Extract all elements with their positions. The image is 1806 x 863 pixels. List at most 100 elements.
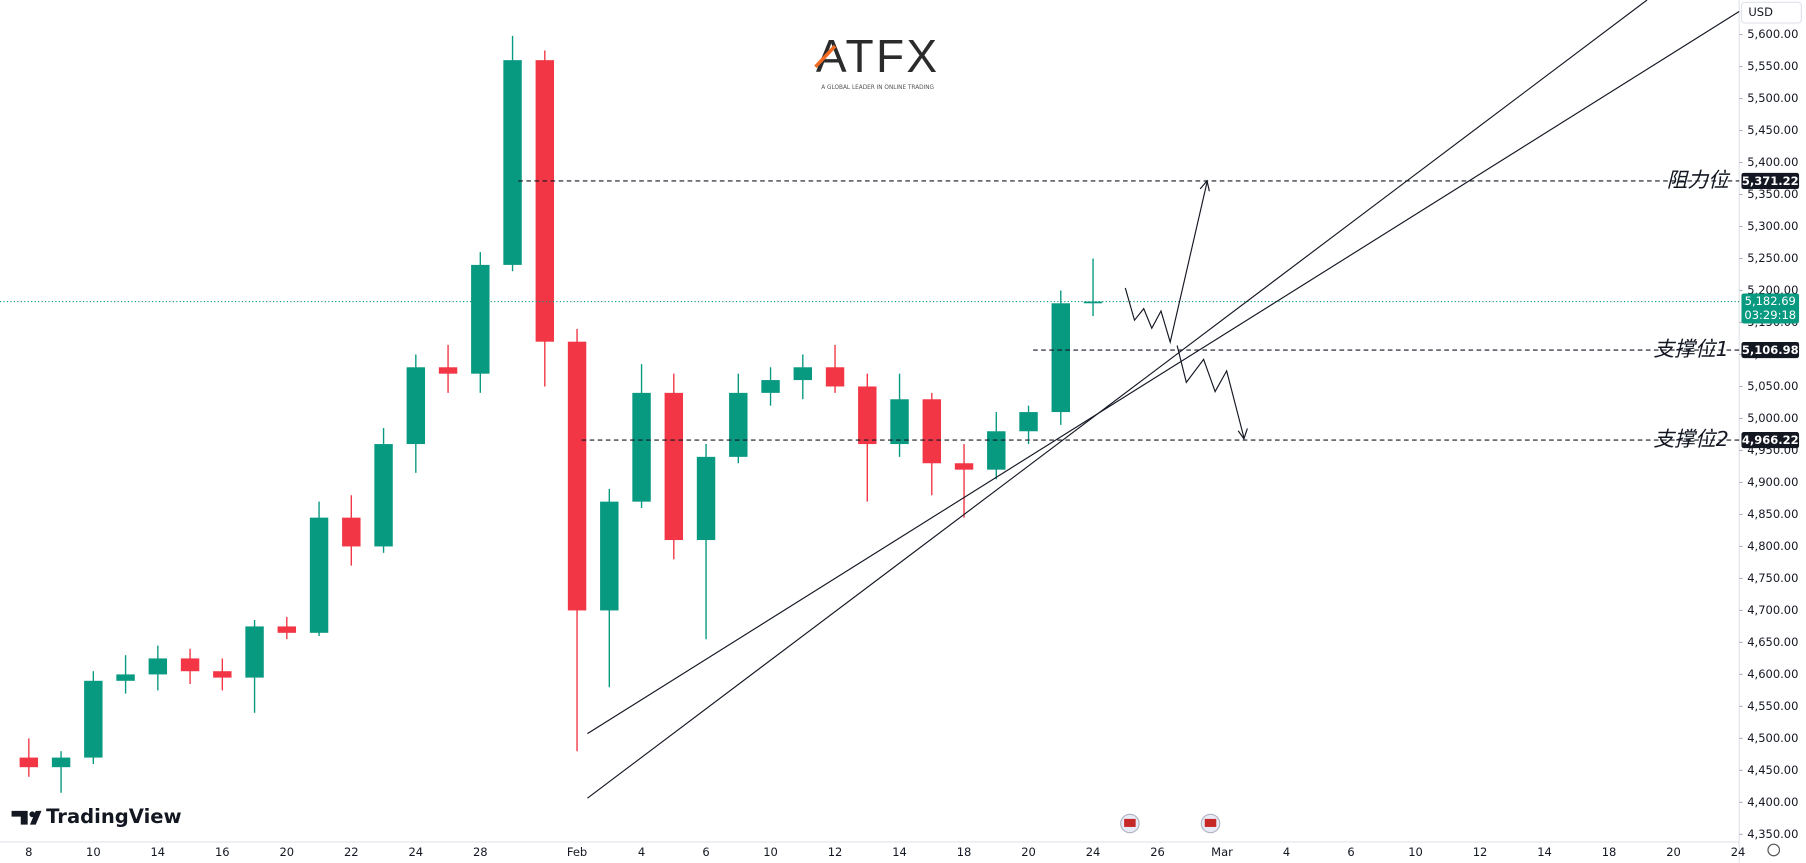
- candle-body: [1051, 303, 1071, 413]
- candle-body: [309, 517, 329, 633]
- currency-button[interactable]: [1740, 1, 1802, 24]
- candle-body: [406, 367, 426, 445]
- y-tick-label: 4,650.00: [1747, 635, 1798, 649]
- x-tick-label: Feb: [567, 845, 587, 859]
- candle-body: [664, 392, 684, 541]
- y-tick-label: 5,300.00: [1747, 219, 1798, 233]
- y-tick-label: 4,600.00: [1747, 667, 1798, 681]
- x-tick-label: 20: [1666, 845, 1681, 859]
- x-tick-label: 14: [1537, 845, 1552, 859]
- candle-body: [922, 399, 942, 464]
- event-flag: [1124, 818, 1136, 827]
- current-price-label: 5,182.69: [1745, 294, 1796, 308]
- x-tick-label: 22: [344, 845, 359, 859]
- x-tick-label: 26: [1150, 845, 1165, 859]
- x-tick-label: Mar: [1211, 845, 1233, 859]
- x-tick-label: 6: [702, 845, 709, 859]
- arrow-head: [1199, 179, 1210, 192]
- y-tick-label: 5,250.00: [1747, 251, 1798, 265]
- arrow-head: [1237, 428, 1248, 441]
- level-tag: [1741, 341, 1800, 359]
- x-tick-label: 8: [25, 845, 32, 859]
- candle-body: [1019, 412, 1038, 432]
- level-tag-label: 4,966.22: [1742, 433, 1799, 447]
- x-tick-label: 24: [408, 845, 423, 859]
- candle-body: [374, 444, 393, 547]
- candles: [19, 35, 1103, 793]
- y-tick-label: 5,050.00: [1747, 379, 1798, 393]
- countdown: 03:29:18: [1744, 308, 1796, 322]
- y-tick-label: 4,450.00: [1747, 763, 1798, 777]
- x-tick-label: 18: [957, 845, 972, 859]
- candle-body: [438, 367, 458, 374]
- y-tick-label: 5,000.00: [1747, 411, 1798, 425]
- level-name: 支撑位2: [1653, 427, 1728, 451]
- candle-body: [696, 456, 716, 541]
- candle-body: [761, 380, 780, 393]
- candle-body: [245, 626, 264, 678]
- y-tick-label: 4,400.00: [1747, 795, 1798, 809]
- y-tick-label: 5,600.00: [1747, 27, 1798, 41]
- x-tick-label: 10: [86, 845, 101, 859]
- candle-body: [987, 431, 1006, 470]
- candle-body: [277, 626, 297, 633]
- candle-body: [213, 671, 232, 678]
- y-tick-label: 4,900.00: [1747, 475, 1798, 489]
- x-tick-label: 24: [1731, 845, 1746, 859]
- candle-body: [19, 757, 39, 768]
- brand-name: ATFX: [816, 30, 939, 82]
- tv-logo: TradingView: [11, 805, 182, 828]
- candle-body: [471, 264, 490, 374]
- candle-body: [890, 399, 909, 445]
- level-name: 阻力位: [1667, 168, 1731, 192]
- x-tick-label: 14: [151, 845, 166, 859]
- y-tick-label: 5,550.00: [1747, 59, 1798, 73]
- candle-body: [342, 517, 361, 547]
- x-tick-label: 20: [1021, 845, 1036, 859]
- candle-body: [567, 341, 587, 611]
- level-name: 支撑位1: [1653, 337, 1728, 361]
- level-tag-label: 5,106.98: [1742, 343, 1799, 357]
- settings-icon[interactable]: [1767, 843, 1781, 857]
- current-price-tag: [1741, 293, 1800, 324]
- events: [1120, 813, 1221, 834]
- y-tick-label: 5,350.00: [1747, 187, 1798, 201]
- logo: ATFX A GLOBAL LEADER IN ONLINE TRADING: [814, 30, 939, 91]
- candle-body: [148, 658, 168, 675]
- candle-body: [51, 757, 71, 768]
- x-tick-label: 4: [638, 845, 645, 859]
- trend-line: [587, 11, 1740, 735]
- y-tick-label: 5,400.00: [1747, 155, 1798, 169]
- candle-body: [1083, 301, 1103, 304]
- x-tick-label: 4: [1283, 845, 1290, 859]
- x-tick-label: 14: [892, 845, 907, 859]
- projection-down: [1176, 345, 1245, 438]
- candle-body: [632, 392, 651, 502]
- watermark: TradingView: [46, 805, 182, 828]
- x-tick-label: 28: [473, 845, 488, 859]
- brand-tagline: A GLOBAL LEADER IN ONLINE TRADING: [821, 85, 934, 91]
- level-tag: [1741, 432, 1800, 449]
- x-tick-label: 10: [763, 845, 778, 859]
- x-tick-label: 12: [1473, 845, 1488, 859]
- y-tick-label: 4,750.00: [1747, 571, 1798, 585]
- trend-line: [587, 0, 1648, 799]
- x-tick-label: 20: [279, 845, 294, 859]
- level-tag-label: 5,371.22: [1742, 174, 1799, 188]
- x-tick-label: 18: [1602, 845, 1617, 859]
- x-tick-label: 24: [1086, 845, 1101, 859]
- brand-accent: [814, 44, 837, 68]
- y-tick-label: 5,200.00: [1747, 283, 1798, 297]
- y-tick-label: 4,550.00: [1747, 699, 1798, 713]
- currency[interactable]: USD: [1748, 5, 1773, 19]
- tv-icon-dot: [29, 811, 36, 818]
- candle-body: [600, 501, 619, 611]
- projection-up: [1124, 181, 1208, 345]
- x-tick-label: 6: [1347, 845, 1354, 859]
- candle-body: [84, 680, 103, 758]
- candle-body: [503, 60, 522, 265]
- candle-body: [825, 367, 845, 387]
- candle-body: [858, 386, 877, 445]
- y-tick-label: 4,850.00: [1747, 507, 1798, 521]
- y-tick-label: 4,500.00: [1747, 731, 1798, 745]
